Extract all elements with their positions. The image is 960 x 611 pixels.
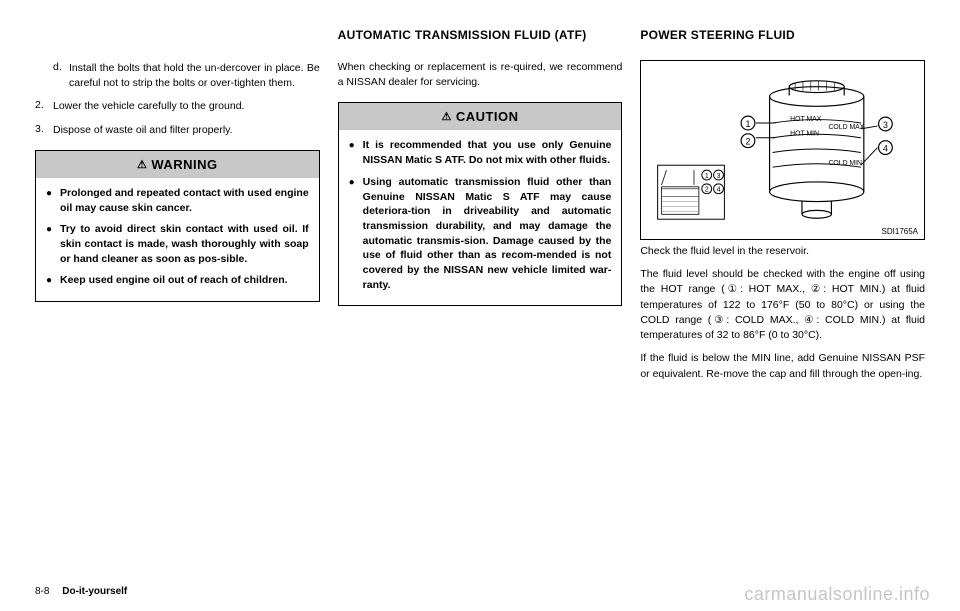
sub-letter: d. — [53, 61, 69, 91]
column-1: d. Install the bolts that hold the un-de… — [35, 28, 320, 568]
sub-item-d: d. Install the bolts that hold the un-de… — [35, 61, 320, 91]
svg-text:HOT MIN: HOT MIN — [791, 131, 820, 138]
warning-label: WARNING — [151, 157, 217, 172]
bullet-icon: ● — [46, 222, 60, 266]
caution-bullet-2: ● Using automatic transmission fluid oth… — [349, 175, 612, 293]
warning-bullet-2: ● Try to avoid direct skin contact with … — [46, 222, 309, 266]
warning-bullet-1: ● Prolonged and repeated contact with us… — [46, 186, 309, 215]
atf-heading: AUTOMATIC TRANSMISSION FLUID (ATF) — [338, 28, 623, 42]
page-container: d. Install the bolts that hold the un-de… — [35, 28, 925, 568]
item-text: Dispose of waste oil and filter properly… — [53, 123, 233, 138]
atf-intro: When checking or replacement is re-quire… — [338, 60, 623, 90]
numbered-item-2: 2. Lower the vehicle carefully to the gr… — [35, 99, 320, 114]
item-text: Lower the vehicle carefully to the groun… — [53, 99, 244, 114]
bullet-text: Prolonged and repeated contact with used… — [60, 186, 309, 215]
svg-text:1: 1 — [746, 119, 751, 129]
column-2: AUTOMATIC TRANSMISSION FLUID (ATF) When … — [338, 28, 623, 568]
bullet-text: Using automatic transmission fluid other… — [363, 175, 612, 293]
svg-text:4: 4 — [883, 143, 888, 153]
svg-text:COLD MIN: COLD MIN — [829, 160, 863, 167]
column-3: POWER STEERING FLUID — [640, 28, 925, 568]
psf-p2: The fluid level should be checked with t… — [640, 267, 925, 343]
warning-body: ● Prolonged and repeated contact with us… — [36, 178, 319, 301]
caution-box: ⚠ CAUTION ● It is recommended that you u… — [338, 102, 623, 306]
warning-box: ⚠ WARNING ● Prolonged and repeated conta… — [35, 150, 320, 302]
svg-text:2: 2 — [705, 187, 709, 194]
caution-icon: ⚠ — [441, 110, 451, 123]
svg-text:1: 1 — [705, 173, 709, 180]
warning-bullet-3: ● Keep used engine oil out of reach of c… — [46, 273, 309, 288]
caution-label: CAUTION — [456, 109, 519, 124]
psf-p3: If the fluid is below the MIN line, add … — [640, 351, 925, 381]
bullet-icon: ● — [46, 273, 60, 288]
diagram-id: SDI1765A — [882, 227, 918, 236]
bullet-icon: ● — [349, 175, 363, 293]
sub-text: Install the bolts that hold the un-derco… — [69, 61, 320, 91]
item-num: 3. — [35, 123, 53, 138]
svg-text:2: 2 — [746, 137, 751, 147]
bullet-text: It is recommended that you use only Genu… — [363, 138, 612, 167]
caution-header: ⚠ CAUTION — [339, 103, 622, 130]
caution-body: ● It is recommended that you use only Ge… — [339, 130, 622, 305]
svg-text:4: 4 — [717, 187, 721, 194]
page-number: 8-8 — [35, 586, 49, 597]
page-footer: 8-8 Do-it-yourself — [35, 586, 127, 597]
bullet-text: Keep used engine oil out of reach of chi… — [60, 273, 288, 288]
svg-text:3: 3 — [717, 173, 721, 180]
watermark: carmanualsonline.info — [744, 584, 930, 605]
warning-icon: ⚠ — [137, 158, 147, 171]
svg-text:HOT MAX: HOT MAX — [791, 116, 823, 123]
svg-text:3: 3 — [883, 120, 888, 130]
numbered-item-3: 3. Dispose of waste oil and filter prope… — [35, 123, 320, 138]
section-name: Do-it-yourself — [62, 586, 127, 597]
bullet-text: Try to avoid direct skin contact with us… — [60, 222, 309, 266]
bullet-icon: ● — [46, 186, 60, 215]
reservoir-svg: HOT MAX HOT MIN COLD MAX COLD MIN 1 2 3 … — [649, 69, 916, 231]
item-num: 2. — [35, 99, 53, 114]
svg-text:COLD MAX: COLD MAX — [829, 124, 865, 131]
warning-header: ⚠ WARNING — [36, 151, 319, 178]
psf-p1: Check the fluid level in the reservoir. — [640, 244, 925, 259]
psf-heading: POWER STEERING FLUID — [640, 28, 925, 42]
reservoir-diagram: HOT MAX HOT MIN COLD MAX COLD MIN 1 2 3 … — [640, 60, 925, 240]
caution-bullet-1: ● It is recommended that you use only Ge… — [349, 138, 612, 167]
bullet-icon: ● — [349, 138, 363, 167]
